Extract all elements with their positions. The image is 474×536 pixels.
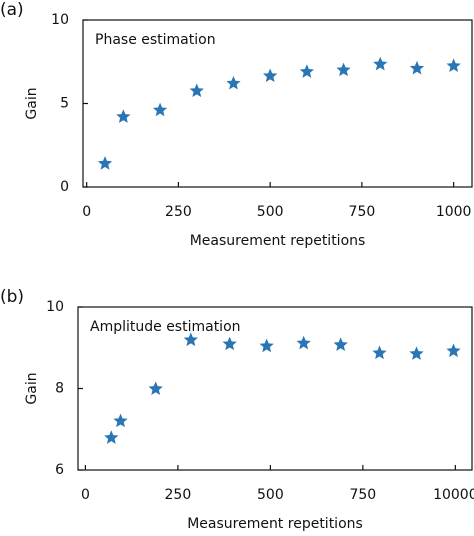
star-marker [259,338,274,353]
x-tick-label: 0 [82,204,91,220]
x-tick-label: 1000 [436,204,472,220]
star-marker [116,109,131,123]
y-tick-label: 6 [55,462,64,478]
star-marker [189,83,204,98]
y-tick-label: 10 [46,299,64,315]
star-marker [104,430,119,444]
star-marker [222,336,237,351]
y-axis-label: Gain [24,372,40,404]
y-tick-label: 0 [60,179,69,195]
star-marker [373,56,388,71]
star-marker [299,64,314,78]
plot-title: Phase estimation [95,32,216,48]
star-marker [148,381,163,395]
star-marker [226,75,241,90]
star-marker [336,62,351,77]
x-tick-label: 500 [257,204,284,220]
y-tick-label: 10 [51,12,69,28]
y-tick-label: 8 [55,381,64,397]
star-marker [263,68,278,83]
x-tick-label: 10000 [433,487,474,503]
y-axis-label: Gain [24,87,40,119]
star-marker [183,332,198,347]
x-tick-label: 250 [165,204,192,220]
star-marker [372,345,387,360]
y-tick-label: 5 [60,96,69,112]
star-marker [296,335,311,350]
star-marker [446,343,461,358]
plot-title: Amplitude estimation [90,319,241,335]
panel-label: (a) [0,0,24,20]
x-axis-label: Measurement repetitions [187,516,363,532]
panel-label: (b) [0,287,24,307]
star-marker [409,60,425,75]
x-tick-label: 500 [257,487,284,503]
star-marker [113,413,128,428]
x-tick-label: 750 [349,487,376,503]
star-marker [333,337,348,351]
star-marker [409,346,424,360]
star-marker [152,102,168,117]
x-tick-label: 250 [165,487,192,503]
star-marker [97,156,113,170]
x-tick-label: 0 [81,487,90,503]
x-tick-label: 750 [349,204,376,220]
x-axis-label: Measurement repetitions [190,233,366,249]
star-marker [446,58,461,72]
